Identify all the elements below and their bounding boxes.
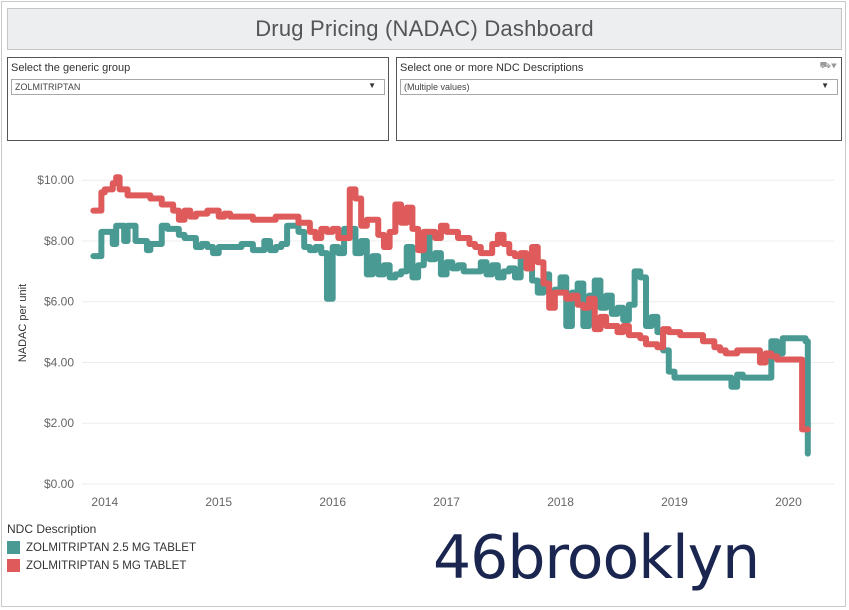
legend-item-2-5mg[interactable]: ZOLMITRIPTAN 2.5 MG TABLET <box>7 541 196 554</box>
ndc-value: (Multiple values) <box>404 82 470 92</box>
legend-item-5mg[interactable]: ZOLMITRIPTAN 5 MG TABLET <box>7 559 186 572</box>
x-tick-label: 2017 <box>433 495 460 509</box>
generic-group-value: ZOLMITRIPTAN <box>15 82 81 92</box>
dropdown-arrow-icon: ▼ <box>368 81 376 90</box>
x-tick-label: 2018 <box>547 495 574 509</box>
generic-group-dropdown[interactable]: ZOLMITRIPTAN ▼ <box>11 79 385 95</box>
y-tick-label: $0.00 <box>44 477 74 491</box>
dashboard-title-bar: Drug Pricing (NADAC) Dashboard <box>7 8 842 50</box>
y-tick-label: $4.00 <box>44 355 74 369</box>
legend-label-5mg: ZOLMITRIPTAN 5 MG TABLET <box>26 559 187 572</box>
y-axis-label: NADAC per unit <box>17 284 29 362</box>
series-line-5mg <box>90 174 811 433</box>
brand-logo: 46brooklyn <box>433 523 760 593</box>
x-tick-label: 2016 <box>319 495 346 509</box>
x-tick-label: 2014 <box>91 495 118 509</box>
generic-group-label: Select the generic group <box>11 62 131 74</box>
legend-swatch-5mg <box>7 559 20 572</box>
generic-group-filter: Select the generic group ZOLMITRIPTAN ▼ <box>7 57 389 141</box>
y-tick-label: $2.00 <box>44 416 74 430</box>
dropdown-arrow-icon: ▼ <box>821 81 829 90</box>
y-tick-label: $6.00 <box>44 295 74 309</box>
ndc-dropdown[interactable]: (Multiple values) ▼ <box>400 79 838 95</box>
legend-swatch-2-5mg <box>7 541 20 554</box>
y-tick-label: $10.00 <box>37 173 74 187</box>
x-tick-label: 2019 <box>661 495 688 509</box>
dashboard-title: Drug Pricing (NADAC) Dashboard <box>255 16 594 41</box>
ndc-label: Select one or more NDC Descriptions <box>400 62 584 74</box>
y-tick-label: $8.00 <box>44 234 74 248</box>
legend-title: NDC Description <box>7 522 97 536</box>
x-tick-label: 2015 <box>205 495 232 509</box>
series-line-2-5mg <box>90 222 811 457</box>
clear-filter-icon[interactable]: ⛟▾ <box>819 60 837 70</box>
ndc-filter: Select one or more NDC Descriptions ⛟▾ (… <box>396 57 842 141</box>
nadac-line-chart: $0.00 $2.00 $4.00 $6.00 $8.00 $10.00 2014 2015 2… <box>17 173 834 509</box>
x-tick-label: 2020 <box>775 495 802 509</box>
legend-label-2-5mg: ZOLMITRIPTAN 2.5 MG TABLET <box>26 541 196 554</box>
